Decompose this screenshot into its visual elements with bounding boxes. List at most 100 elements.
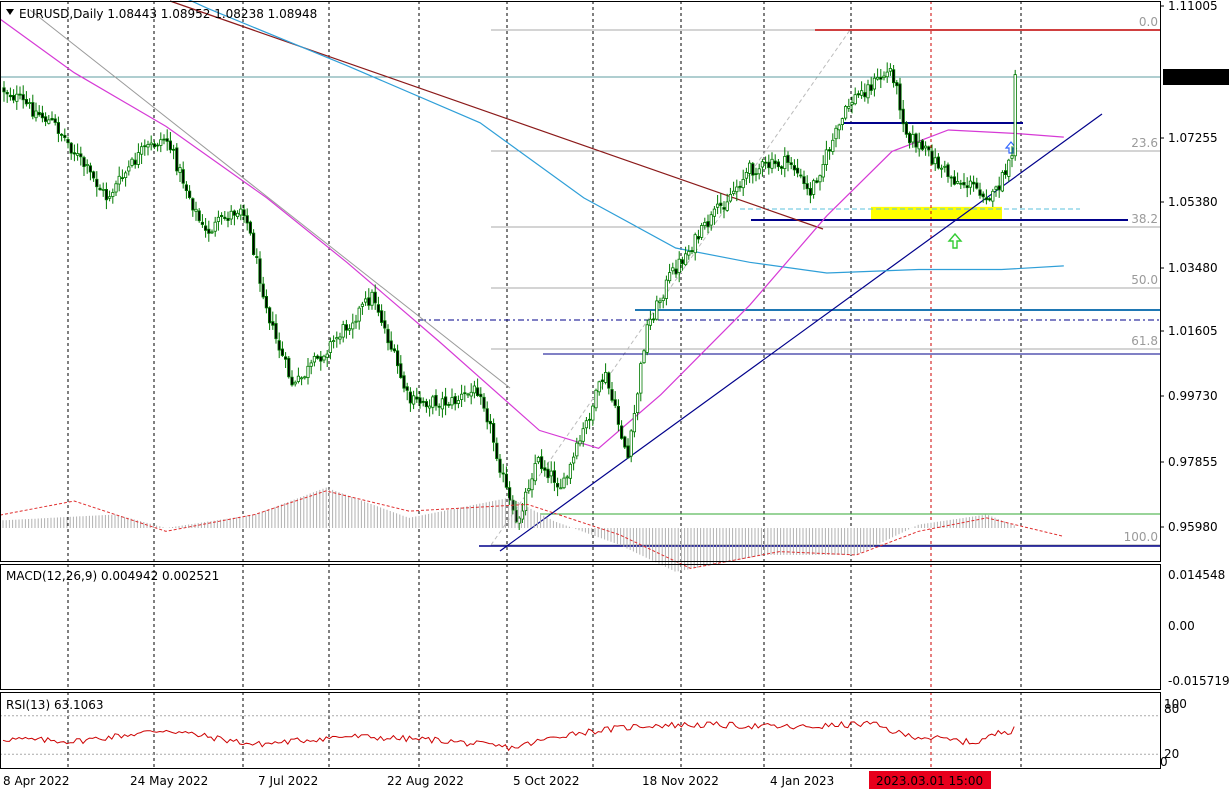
candle-body (469, 391, 473, 397)
candle-body (146, 144, 150, 148)
candle-body (872, 77, 877, 90)
crosshair-time-tag (869, 771, 991, 789)
candle-body (248, 221, 252, 234)
candle-body (684, 253, 688, 266)
candle-body (802, 176, 806, 185)
candle-body (994, 186, 998, 190)
candle-body (66, 138, 70, 144)
candle-body (799, 174, 803, 177)
candle-body (725, 201, 729, 211)
candle-body (312, 355, 317, 363)
candle-body (479, 393, 483, 398)
candle-body (844, 106, 848, 119)
candle-body (860, 90, 864, 96)
candle-body (491, 422, 496, 443)
candle-body (280, 348, 285, 356)
candle-body (754, 173, 758, 176)
candle-body (27, 102, 32, 104)
candle-body (981, 193, 985, 198)
macd-tick-label: 0.014548 (1168, 568, 1225, 582)
candle-body (418, 397, 422, 404)
candle-body (751, 163, 755, 176)
pane-frame (0, 692, 1161, 769)
candle-body (219, 214, 224, 217)
candle-body (735, 186, 739, 193)
candle-body (299, 377, 304, 380)
time-axis-label: 18 Nov 2022 (642, 774, 719, 788)
candle-body (1013, 74, 1017, 157)
candle-body (533, 463, 537, 482)
candle-body (834, 127, 838, 140)
candle-body (853, 94, 857, 105)
candle-body (655, 300, 659, 320)
candle-body (984, 197, 989, 201)
candle-body (632, 413, 637, 433)
candle-body (338, 336, 342, 340)
candle-body (757, 168, 761, 175)
candle-body (690, 250, 694, 253)
candle-body (213, 221, 217, 232)
candle-body (184, 184, 188, 192)
candle-body (658, 300, 662, 303)
candle-body (450, 397, 454, 406)
candle-body (840, 118, 845, 125)
price-tick-label: 1.05380 (1168, 195, 1218, 209)
candle-body (668, 272, 672, 282)
candle-body (498, 458, 502, 473)
candle-body (719, 202, 723, 207)
candle-body (652, 318, 656, 321)
candle-body (674, 268, 678, 275)
candle-body (274, 323, 278, 340)
candle-body (181, 169, 185, 184)
current-price-label: 1.08948 (1168, 71, 1218, 85)
candle-body (283, 356, 288, 360)
candle-body (930, 150, 934, 165)
candle-body (245, 215, 249, 224)
candle-body (728, 193, 733, 202)
candle-body (812, 180, 816, 195)
candle-body (991, 190, 995, 202)
candle-body (133, 159, 137, 165)
candle-body (904, 122, 909, 135)
candle-body (354, 320, 358, 323)
candle-body (943, 165, 947, 168)
candle-body (459, 393, 464, 400)
candle-body (495, 442, 499, 460)
candle-body (431, 396, 435, 408)
candle-body (680, 259, 685, 265)
candle-body (792, 165, 797, 171)
candle-body (744, 171, 749, 179)
candle-body (927, 146, 931, 151)
time-axis-label: 8 Apr 2022 (3, 774, 70, 788)
candle-body (139, 146, 144, 155)
candle-body (946, 164, 950, 178)
candle-body (712, 208, 717, 217)
candle-body (226, 217, 230, 221)
candle-body (501, 472, 505, 475)
candle-body (34, 110, 38, 119)
candle-body (2, 87, 6, 93)
price-tick-label: 1.01605 (1168, 324, 1218, 338)
candle-body (556, 482, 560, 488)
candle-body (924, 145, 928, 149)
candle-body (104, 188, 108, 201)
candle-body (207, 228, 211, 234)
candle-body (267, 307, 272, 324)
candle-body (18, 93, 22, 96)
candle-body (79, 153, 83, 158)
dropdown-triangle-icon[interactable] (6, 9, 14, 15)
candle-body (1000, 172, 1005, 192)
candle-body (130, 158, 134, 166)
candle-body (427, 405, 432, 409)
candle-body (776, 161, 781, 168)
candle-body (629, 430, 633, 457)
candle-body (363, 298, 368, 303)
candle-body (805, 183, 809, 190)
candle-body (693, 234, 697, 254)
candle-body (664, 279, 669, 299)
candle-body (347, 328, 352, 331)
candle-body (568, 463, 573, 479)
candle-body (639, 363, 643, 394)
candle-body (335, 337, 339, 340)
